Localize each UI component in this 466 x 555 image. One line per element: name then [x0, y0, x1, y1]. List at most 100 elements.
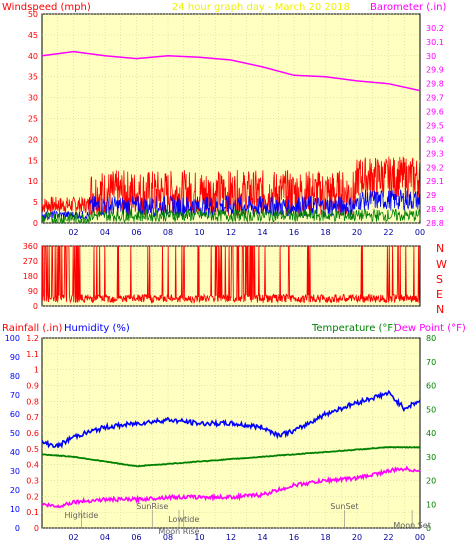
dir-y-tick-label: 90 [28, 287, 38, 296]
humidity-y-tick-label: 60 [10, 410, 20, 419]
lower-x-tick-label: 12 [226, 533, 236, 542]
dir-label-n-bottom: N [436, 303, 444, 316]
event-label: Moon Set [393, 521, 430, 530]
baro-y-tick-label: 28.9 [426, 205, 444, 214]
rain-y-tick-label: 0.1 [26, 508, 39, 517]
wind-x-tick-label: 08 [163, 228, 173, 237]
event-label: Lowtide [168, 515, 199, 524]
rain-y-tick-label: 0.7 [26, 413, 39, 422]
lower-x-tick-label: 10 [194, 533, 204, 542]
wind-x-tick-label: 10 [194, 228, 204, 237]
lower-x-tick-label: 00 [415, 533, 425, 542]
wind-y-tick-label: 45 [28, 31, 38, 40]
wind-y-tick-label: 35 [28, 73, 38, 82]
humidity-y-tick-label: 0 [15, 524, 20, 533]
wind-x-tick-label: 14 [257, 228, 267, 237]
lower-x-tick-label: 22 [383, 533, 393, 542]
baro-y-tick-label: 29.2 [426, 163, 444, 172]
wind-y-tick-label: 30 [28, 94, 38, 103]
baro-y-tick-label: 29.3 [426, 149, 444, 158]
baro-y-tick-label: 29.7 [426, 94, 444, 103]
lower-x-tick-label: 14 [257, 533, 267, 542]
wind-series [41, 50, 421, 225]
temp-y-tick-label: 40 [426, 429, 436, 438]
event-label: SunRise [136, 502, 168, 511]
lower-x-tick-label: 20 [352, 533, 362, 542]
lower-x-tick-label: 08 [163, 533, 173, 542]
tick-labels: 0202040406060808101012121414161618182020… [5, 10, 444, 542]
dewpoint-line [41, 465, 421, 509]
wind-y-tick-label: 25 [28, 115, 38, 124]
baro-y-tick-label: 29.6 [426, 108, 444, 117]
rain-y-tick-label: 1 [34, 366, 39, 375]
dir-y-tick-label: 180 [23, 272, 38, 281]
baro-y-tick-label: 29.4 [426, 135, 444, 144]
rain-axis-title: Rainfall (.in) [2, 323, 63, 334]
rain-y-tick-label: 0.3 [26, 477, 39, 486]
wind-x-tick-label: 12 [226, 228, 236, 237]
wind-avg-line [41, 207, 421, 225]
rain-y-tick-label: 0 [34, 524, 39, 533]
wind-x-tick-label: 18 [320, 228, 330, 237]
event-label: SunSet [330, 502, 358, 511]
wind-direction-line [41, 245, 421, 305]
temperature-line [41, 445, 421, 468]
humidity-y-tick-label: 90 [10, 353, 20, 362]
event-label: Hightide [65, 511, 99, 520]
baro-y-tick-label: 29.5 [426, 121, 444, 130]
temp-y-tick-label: 70 [426, 358, 436, 367]
rain-y-tick-label: 0.5 [26, 445, 39, 454]
humidity-y-tick-label: 30 [10, 467, 20, 476]
temp-y-tick-label: 20 [426, 477, 436, 486]
humidity-y-tick-label: 20 [10, 486, 20, 495]
wind-y-tick-label: 0 [33, 219, 38, 228]
lower-x-tick-label: 06 [131, 533, 141, 542]
rain-y-tick-label: 1.2 [26, 334, 39, 343]
dir-label-w: W [436, 258, 447, 271]
dir-label-s: S [436, 273, 443, 286]
temp-y-tick-label: 0 [426, 524, 431, 533]
wind-y-tick-label: 50 [28, 10, 38, 19]
wind-x-tick-label: 20 [352, 228, 362, 237]
rain-y-tick-label: 0.4 [26, 461, 39, 470]
baro-y-tick-label: 29.8 [426, 80, 444, 89]
lower-x-tick-label: 18 [320, 533, 330, 542]
wind-x-tick-label: 02 [68, 228, 78, 237]
direction-series [41, 245, 421, 305]
humidity-y-tick-label: 40 [10, 448, 20, 457]
humidity-y-tick-label: 70 [10, 391, 20, 400]
wind-y-tick-label: 10 [28, 177, 38, 186]
temperature-axis-title: Temperature (°F) [311, 323, 397, 334]
wind-speed-line [41, 189, 421, 220]
wind-y-tick-label: 40 [28, 52, 38, 61]
lower-x-tick-label: 02 [68, 533, 78, 542]
dir-label-n-top: N [436, 242, 444, 255]
wind-y-tick-label: 15 [28, 156, 38, 165]
rain-y-tick-label: 0.6 [26, 429, 39, 438]
baro-y-tick-label: 29.1 [426, 177, 444, 186]
baro-y-tick-label: 29.9 [426, 66, 444, 75]
humidity-y-tick-label: 100 [5, 334, 20, 343]
wind-y-tick-label: 20 [28, 135, 38, 144]
rain-y-tick-label: 0.2 [26, 492, 39, 501]
dewpoint-axis-title: Dew Point (°F) [394, 323, 466, 334]
barometer-axis-title: Barometer (.in) [370, 2, 446, 13]
event-label: Moon Rise [158, 527, 199, 536]
humidity-line [41, 389, 421, 449]
dir-label-e: E [436, 288, 443, 301]
chart-title: 24 hour graph day - March 20 2018 [172, 2, 350, 13]
humidity-axis-title: Humidity (%) [64, 323, 130, 334]
baro-y-tick-label: 29 [426, 191, 436, 200]
baro-y-tick-label: 30.1 [426, 38, 444, 47]
rain-y-tick-label: 0.8 [26, 397, 39, 406]
lower-x-tick-label: 16 [289, 533, 299, 542]
temp-y-tick-label: 10 [426, 500, 436, 509]
barometer-line [41, 50, 421, 92]
baro-y-tick-label: 30 [426, 52, 436, 61]
dir-y-tick-label: 0 [33, 302, 38, 311]
baro-y-tick-label: 28.8 [426, 219, 444, 228]
dir-y-tick-label: 360 [23, 242, 38, 251]
